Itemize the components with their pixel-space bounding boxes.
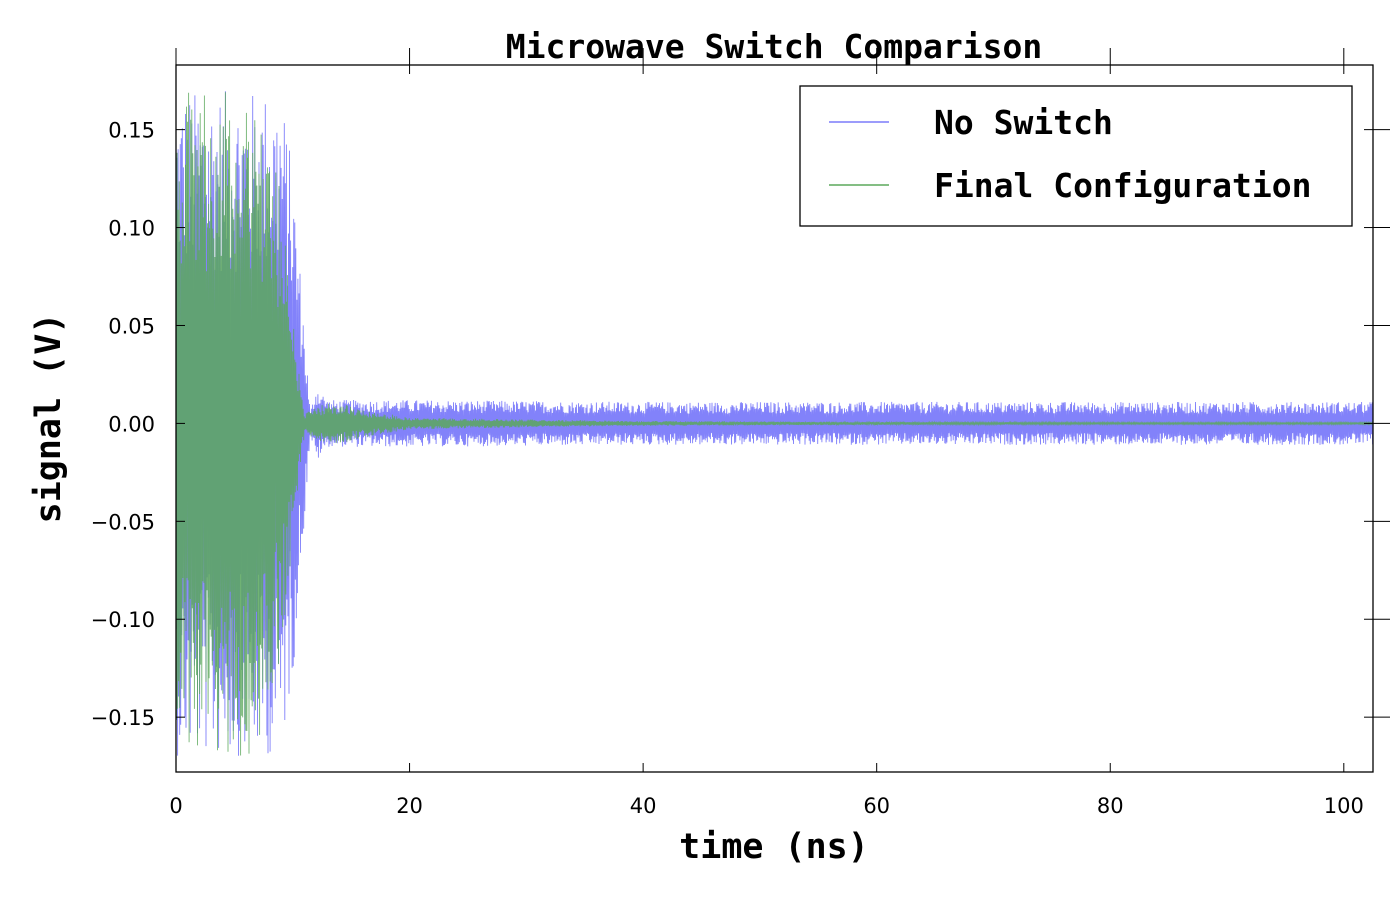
x-tick-label: 40	[630, 794, 657, 818]
legend-label-final-configuration: Final Configuration	[934, 166, 1312, 205]
x-tick-label: 100	[1324, 794, 1364, 818]
x-tick-label: 60	[863, 794, 890, 818]
y-axis-label: signal (V)	[29, 313, 69, 524]
axis-ticks: 0 20 40 60 80 100 0.15 0.10 0.05 0.00 −0.05 −0.10 −0…	[91, 48, 1390, 818]
y-tick-label: 0.10	[108, 217, 155, 241]
plot-traces	[175, 91, 1374, 756]
y-tick-label: 0.00	[108, 412, 155, 436]
x-tick-label: 20	[396, 794, 423, 818]
y-tick-label: −0.15	[91, 706, 155, 730]
y-tick-label: 0.05	[108, 314, 155, 338]
plot-frame	[175, 64, 1374, 773]
legend-frame	[799, 85, 1353, 227]
x-tick-label: 0	[169, 794, 182, 818]
chart-title: Microwave Switch Comparison	[506, 27, 1042, 66]
y-tick-label: −0.05	[91, 510, 155, 534]
x-axis-label: time (ns)	[679, 827, 869, 867]
series-line-final-configuration	[175, 92, 1374, 756]
legend-label-no-switch: No Switch	[934, 103, 1113, 142]
y-tick-label: −0.10	[91, 608, 155, 632]
legend: No Switch Final Configuration	[799, 85, 1353, 227]
y-tick-label: 0.15	[108, 119, 155, 143]
x-tick-label: 80	[1097, 794, 1124, 818]
